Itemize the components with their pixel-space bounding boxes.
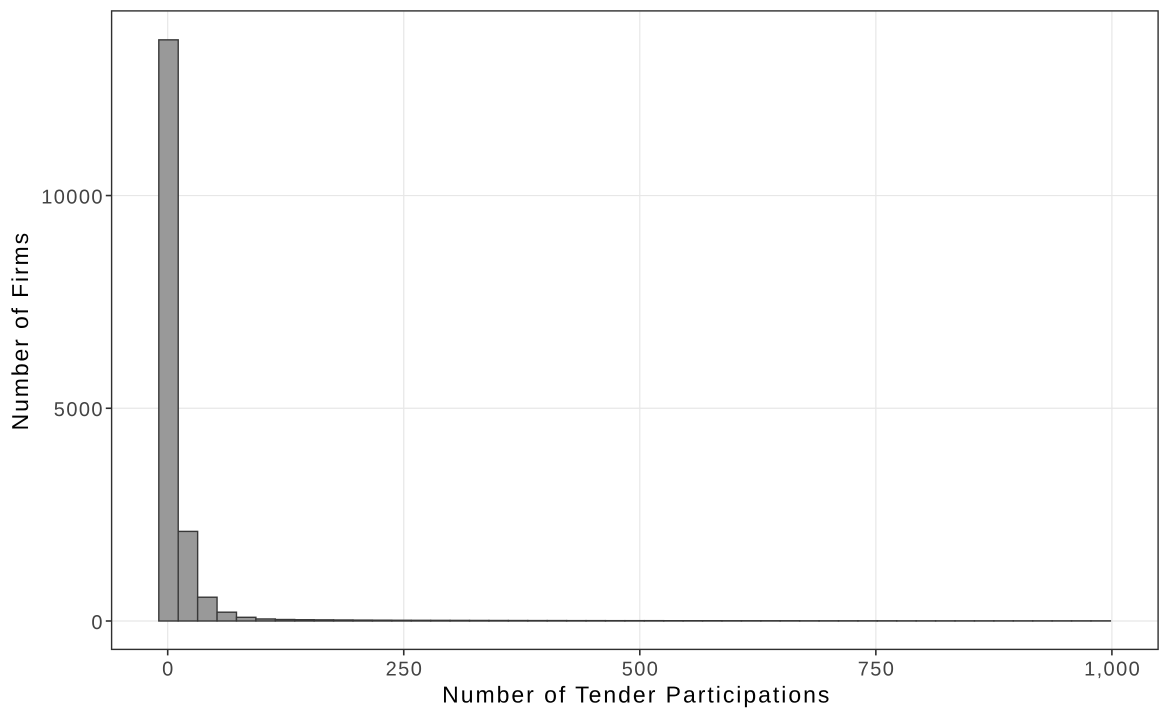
- svg-text:10000: 10000: [41, 186, 104, 208]
- svg-text:250: 250: [386, 658, 424, 680]
- svg-text:0: 0: [91, 612, 104, 634]
- svg-text:Number of Firms: Number of Firms: [7, 231, 33, 430]
- svg-text:500: 500: [622, 658, 660, 680]
- svg-text:750: 750: [858, 658, 896, 680]
- svg-text:Number of Tender Participation: Number of Tender Participations: [442, 681, 831, 707]
- svg-text:1,000: 1,000: [1084, 658, 1141, 680]
- svg-text:5000: 5000: [54, 399, 104, 421]
- svg-text:0: 0: [162, 658, 175, 680]
